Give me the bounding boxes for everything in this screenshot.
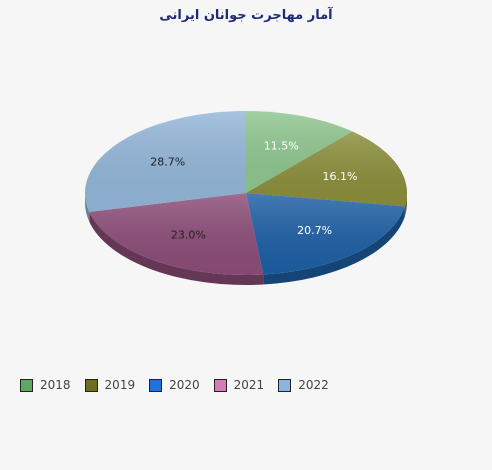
slice-label-2020: 20.7%	[297, 224, 332, 237]
legend-swatch-2018	[20, 378, 33, 392]
slice-label-2022: 28.7%	[150, 155, 185, 168]
slice-shade-2020	[246, 193, 405, 275]
slice-shade-2021	[89, 193, 264, 275]
legend-label-2021: 2021	[233, 378, 265, 392]
pie-top-layer	[84, 111, 407, 275]
slice-shade-2019	[246, 131, 407, 207]
slice-side-2021	[89, 211, 264, 285]
chart-title: آمار مهاجرت جوانان ایرانی	[159, 8, 333, 23]
legend-label-2019: 2019	[104, 378, 136, 392]
legend: 2018 2019 2020 2021 2022	[20, 378, 343, 392]
slice-shade-2018	[246, 111, 353, 193]
legend-swatch-2019	[84, 378, 98, 392]
slice-label-2018: 11.5%	[264, 139, 299, 152]
slice-side-2019	[404, 193, 407, 217]
slice-label-2021: 23.0%	[171, 229, 206, 242]
legend-item-2022[interactable]: 2022	[278, 378, 329, 392]
pie-labels-layer: 11.5% 16.1% 20.7% 23.0% 28.7%	[150, 139, 357, 241]
legend-label-2020: 2020	[169, 378, 200, 392]
legend-label-2018: 2018	[40, 378, 71, 392]
slice-label-2019: 16.1%	[323, 170, 358, 183]
slice-shade-2022	[84, 111, 246, 212]
legend-item-2019[interactable]: 2019	[84, 378, 136, 392]
pie-depth-layer	[85, 193, 407, 285]
legend-label-2022: 2022	[298, 378, 329, 392]
legend-item-2020[interactable]: 2020	[149, 378, 200, 392]
legend-swatch-2021	[213, 378, 227, 392]
legend-swatch-2020	[149, 378, 163, 392]
slice-side-2020	[263, 206, 405, 285]
legend-swatch-2022	[278, 378, 292, 392]
slice-side-2022	[85, 193, 90, 222]
legend-item-2018[interactable]: 2018	[20, 378, 71, 392]
legend-item-2021[interactable]: 2021	[213, 378, 265, 392]
